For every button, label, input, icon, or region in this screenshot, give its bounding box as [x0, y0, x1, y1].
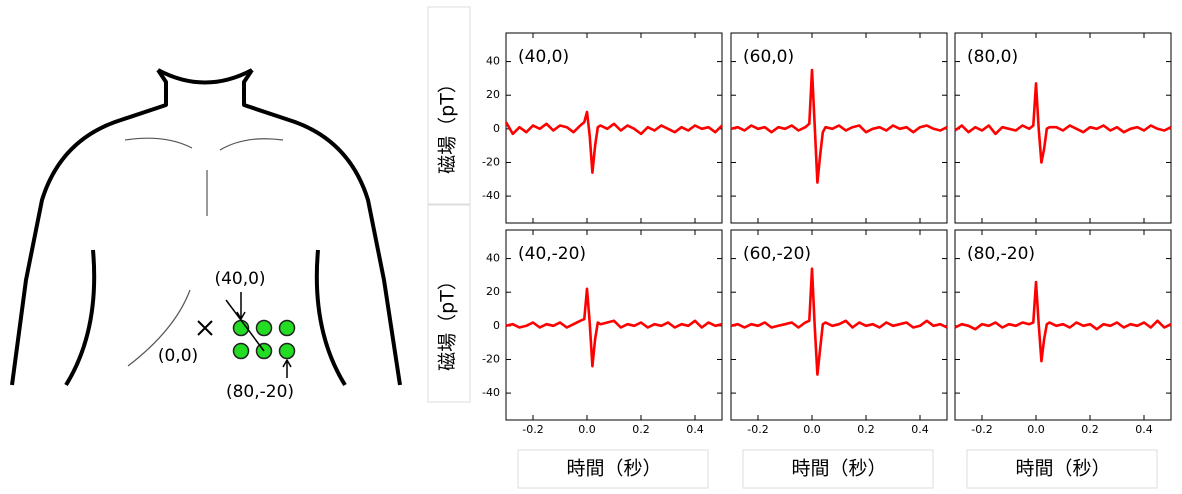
y-tick-label: -20: [482, 155, 500, 168]
right-inner-arm: [317, 250, 345, 385]
panel-title: (40,0): [518, 47, 569, 67]
origin-mark: [198, 321, 212, 335]
arrow: [237, 292, 245, 319]
sensor: [234, 344, 249, 359]
panel-title: (40,-20): [518, 244, 586, 264]
x-tick-label: 0.4: [1135, 423, 1153, 436]
x-axis-label: 時間（秒）: [1015, 458, 1110, 480]
x-tick-label: 0.2: [632, 423, 650, 436]
origin-label: (0,0): [158, 346, 198, 366]
torso-diagram: [12, 70, 400, 385]
x-axis-label: 時間（秒）: [791, 458, 886, 480]
x-tick-label: -0.2: [522, 423, 543, 436]
y-axis-label: 磁場（pT）: [437, 271, 459, 371]
panel-title: (60,0): [743, 47, 794, 67]
y-axis-label: 磁場（pT）: [437, 74, 459, 174]
right-collarbone: [220, 139, 283, 150]
x-tick-label: 0.0: [1027, 423, 1045, 436]
left-collarbone: [125, 138, 192, 148]
y-tick-label: 40: [486, 55, 500, 68]
x-tick-label: 0.2: [857, 423, 875, 436]
charts: -40 -20 0 20 40 (40,0) 磁場（pT） (60,0) (80,0) -40 -2…: [428, 7, 1171, 488]
y-tick-label: -40: [482, 386, 500, 399]
x-tick-label: 0.0: [803, 423, 821, 436]
x-axis-label: 時間（秒）: [566, 458, 661, 480]
panel-title: (60,-20): [743, 244, 811, 264]
left-outline: [12, 70, 166, 385]
sensor: [280, 321, 295, 336]
sensor-label: (80,-20): [226, 382, 294, 402]
figure: (40,0) (0,0) (80,-20) -40 -20 0 20 40 (40,0) 磁…: [0, 0, 1182, 490]
x-tick-label: -0.2: [971, 423, 992, 436]
panel-title: (80,0): [967, 47, 1018, 67]
y-tick-label: -20: [482, 352, 500, 365]
y-tick-label: -40: [482, 189, 500, 202]
x-tick-label: -0.2: [747, 423, 768, 436]
sensor-label: (40,0): [214, 269, 265, 289]
sensor: [280, 344, 295, 359]
y-tick-label: 0: [493, 319, 500, 332]
panel-title: (80,-20): [967, 244, 1035, 264]
y-tick-label: 20: [486, 88, 500, 101]
neck-top: [158, 70, 252, 83]
right-outline: [244, 70, 400, 385]
left-inner-arm: [66, 250, 94, 385]
y-tick-label: 0: [493, 122, 500, 135]
x-tick-label: 0.4: [911, 423, 929, 436]
x-tick-label: 0.2: [1081, 423, 1099, 436]
arrow: [283, 360, 291, 378]
y-tick-label: 40: [486, 252, 500, 265]
x-tick-label: 0.4: [686, 423, 704, 436]
x-tick-label: 0.0: [578, 423, 596, 436]
y-tick-label: 20: [486, 285, 500, 298]
sensor: [257, 321, 272, 336]
page: (40,0) (0,0) (80,-20) -40 -20 0 20 40 (40,0) 磁…: [0, 0, 1182, 494]
